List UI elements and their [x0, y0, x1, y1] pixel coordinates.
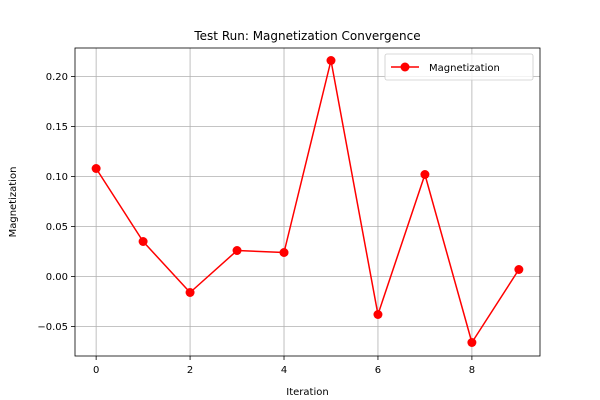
x-tick-label: 2 [187, 365, 193, 376]
ticks: 0 2 4 6 8 −0.05 0.00 0.05 0.10 0.15 0.20 [37, 72, 475, 376]
legend-box [384, 53, 534, 81]
data-point [420, 170, 430, 179]
y-axis-label: Magnetization [8, 167, 19, 238]
data-point [326, 56, 336, 65]
x-tick-label: 4 [281, 365, 287, 376]
legend-marker [400, 62, 410, 72]
data-point [279, 248, 289, 257]
y-tick-label: 0.10 [46, 172, 68, 183]
x-axis-label: Iteration [286, 387, 328, 398]
y-tick-label: −0.05 [37, 322, 68, 333]
legend: Magnetization [384, 53, 534, 81]
data-point [373, 310, 383, 319]
data-point [467, 338, 477, 347]
data-point [514, 265, 524, 274]
chart-title: Test Run: Magnetization Convergence [193, 29, 420, 43]
series-layer [91, 56, 524, 347]
series-line-magnetization [95, 59, 520, 344]
x-tick-label: 0 [93, 365, 99, 376]
data-point [91, 164, 101, 173]
plot-frame [74, 47, 541, 357]
x-tick-label: 6 [375, 365, 381, 376]
data-point [232, 246, 242, 255]
y-tick-label: 0.05 [46, 222, 68, 233]
legend-label-magnetization: Magnetization [429, 63, 500, 74]
y-tick-label: 0.15 [46, 122, 68, 133]
y-tick-label: 0.20 [46, 72, 68, 83]
y-tick-label: 0.00 [46, 272, 68, 283]
data-point [138, 237, 148, 246]
data-point [185, 288, 195, 297]
x-tick-label: 8 [469, 365, 475, 376]
